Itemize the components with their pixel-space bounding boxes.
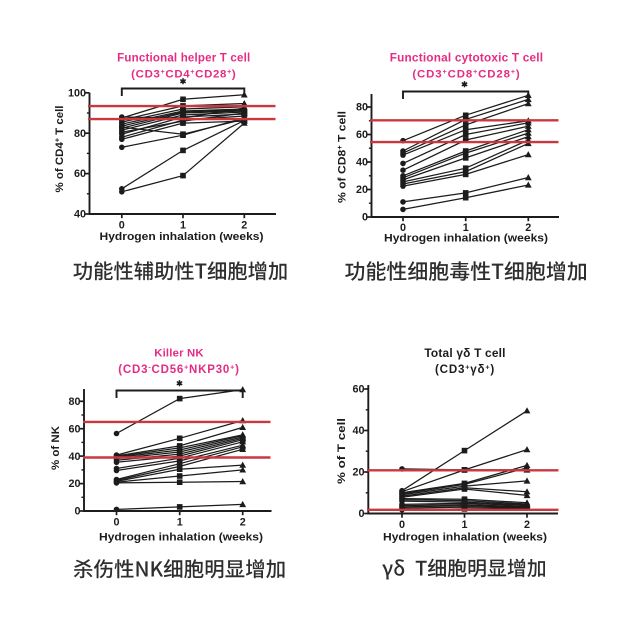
svg-text:40: 40 [352, 425, 364, 437]
svg-text:Functional cytotoxic T cell: Functional cytotoxic T cell [390, 51, 544, 65]
svg-text:20: 20 [356, 184, 368, 196]
svg-text:0: 0 [362, 212, 368, 224]
svg-text:(CD3+γδ+): (CD3+γδ+) [435, 363, 495, 377]
svg-text:(CD3+CD4+CD28+): (CD3+CD4+CD28+) [131, 68, 236, 81]
svg-text:40: 40 [68, 451, 80, 463]
svg-text:1: 1 [177, 517, 183, 529]
svg-text:80: 80 [74, 128, 86, 140]
svg-text:20: 20 [68, 478, 80, 490]
svg-text:0: 0 [74, 506, 80, 518]
svg-text:Hydrogen inhalation (weeks): Hydrogen inhalation (weeks) [383, 532, 547, 544]
svg-text:1: 1 [463, 222, 469, 234]
svg-text:60: 60 [352, 384, 364, 396]
svg-text:Hydrogen inhalation (weeks): Hydrogen inhalation (weeks) [99, 532, 263, 544]
svg-text:Killer NK: Killer NK [154, 348, 204, 360]
svg-text:2: 2 [241, 220, 247, 232]
svg-text:(CD3+CD8+CD28+): (CD3+CD8+CD28+) [412, 68, 520, 81]
svg-text:2: 2 [524, 519, 530, 531]
svg-text:40: 40 [74, 209, 86, 221]
svg-text:2: 2 [240, 517, 246, 529]
svg-text:80: 80 [68, 396, 80, 408]
svg-text:0: 0 [358, 508, 364, 520]
svg-text:60: 60 [356, 129, 368, 141]
svg-text:Total γδ T cell: Total γδ T cell [424, 346, 505, 360]
svg-text:0: 0 [119, 220, 125, 232]
svg-text:0: 0 [400, 222, 406, 234]
svg-text:1: 1 [180, 220, 186, 232]
svg-text:(CD3-CD56+NKP30+): (CD3-CD56+NKP30+) [118, 363, 239, 376]
svg-text:Functional helper T cell: Functional helper T cell [117, 53, 250, 65]
svg-text:% of CD4+ T cell: % of CD4+ T cell [54, 106, 66, 193]
svg-text:Hydrogen inhalation (weeks): Hydrogen inhalation (weeks) [100, 231, 264, 243]
svg-text:Hydrogen inhalation (weeks): Hydrogen inhalation (weeks) [384, 233, 548, 245]
svg-text:% of CD8+ T cell: % of CD8+ T cell [337, 111, 349, 203]
svg-text:1: 1 [461, 519, 467, 531]
svg-text:% of NK: % of NK [50, 425, 62, 470]
svg-text:80: 80 [356, 102, 368, 114]
svg-text:100: 100 [68, 87, 86, 99]
svg-text:0: 0 [113, 517, 119, 529]
svg-text:0: 0 [399, 519, 405, 531]
svg-text:60: 60 [68, 423, 80, 435]
svg-text:40: 40 [356, 157, 368, 169]
svg-text:20: 20 [352, 467, 364, 479]
svg-text:2: 2 [525, 222, 531, 234]
svg-text:60: 60 [74, 168, 86, 180]
svg-text:% of T cell: % of T cell [336, 418, 348, 484]
